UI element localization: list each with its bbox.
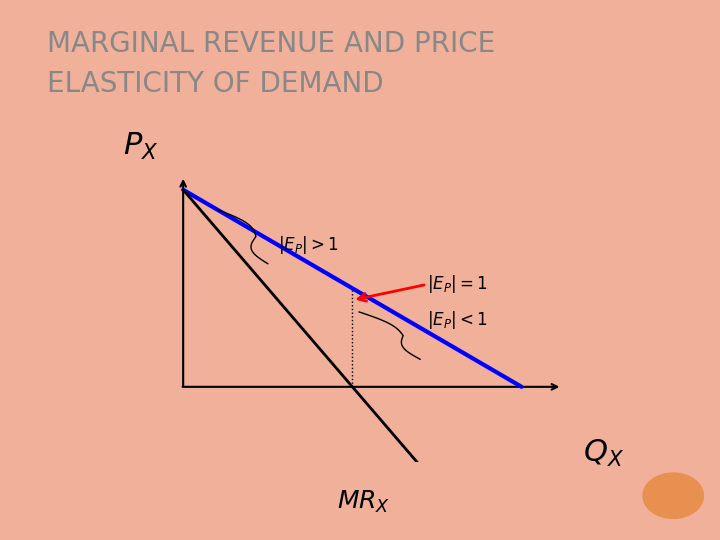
Text: MARGINAL REVENUE AND PRICE: MARGINAL REVENUE AND PRICE — [47, 30, 495, 58]
Text: $|E_P|<1$: $|E_P|<1$ — [427, 309, 487, 331]
Text: $MR_X$: $MR_X$ — [337, 489, 390, 515]
Text: $Q_X$: $Q_X$ — [583, 438, 624, 469]
Text: $P_X$: $P_X$ — [122, 131, 158, 162]
Text: ELASTICITY OF DEMAND: ELASTICITY OF DEMAND — [47, 70, 384, 98]
Text: $|E_P|>1$: $|E_P|>1$ — [278, 234, 338, 256]
Text: $|E_P|=1$: $|E_P|=1$ — [427, 273, 487, 295]
